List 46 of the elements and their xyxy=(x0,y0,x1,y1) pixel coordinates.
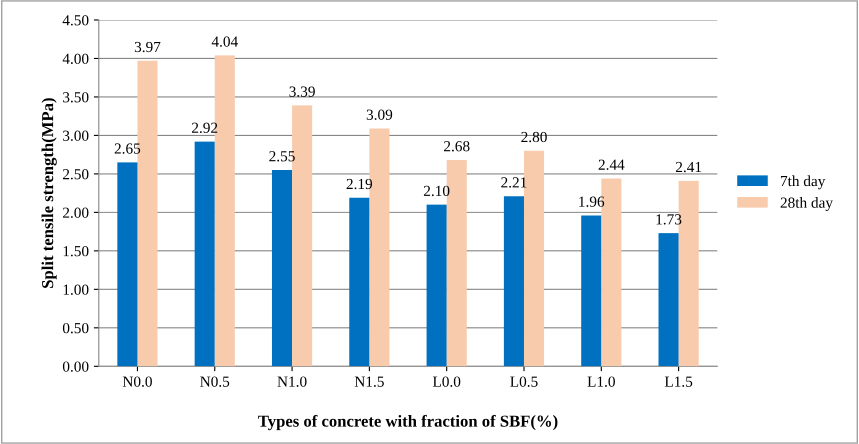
data-label: 2.41 xyxy=(676,162,702,172)
x-tick-label: N0.5 xyxy=(200,376,230,387)
y-tick-label: 0.00 xyxy=(62,361,88,372)
y-tick-label: 4.50 xyxy=(62,15,88,26)
y-tick-label: 2.50 xyxy=(62,169,88,180)
data-label: 2.68 xyxy=(444,141,470,152)
data-label: 2.44 xyxy=(598,160,624,170)
bar xyxy=(272,170,292,366)
x-tick-label: L1.0 xyxy=(588,376,615,387)
data-label: 1.73 xyxy=(656,214,682,225)
data-label: 3.09 xyxy=(366,110,392,120)
legend-label: 7th day xyxy=(780,175,826,190)
bar xyxy=(504,196,524,366)
y-tick-label: 1.50 xyxy=(64,246,88,256)
x-tick-label: L1.5 xyxy=(664,376,692,387)
y-tick-label: 3.00 xyxy=(63,130,88,141)
y-tick-label: 0.50 xyxy=(62,322,88,334)
data-label: 2.92 xyxy=(192,122,218,133)
data-label: 3.97 xyxy=(134,42,160,52)
data-label: 1.96 xyxy=(579,196,604,207)
data-label: 2.65 xyxy=(114,143,140,154)
data-label: 2.19 xyxy=(346,178,372,190)
data-label: 2.55 xyxy=(269,151,295,162)
bar xyxy=(194,142,215,366)
legend-label: 28th day xyxy=(780,197,833,211)
data-label: 2.21 xyxy=(501,177,526,188)
bar xyxy=(117,162,138,366)
x-tick-label: N0.0 xyxy=(122,376,152,387)
x-tick-label: N1.0 xyxy=(277,376,307,387)
bar xyxy=(658,233,679,366)
y-tick-label: 3.50 xyxy=(63,92,88,102)
x-axis-title: Types of concrete with fraction of SBF(%) xyxy=(258,414,558,430)
data-label: 4.04 xyxy=(212,36,238,47)
bar xyxy=(581,215,602,366)
y-tick-label: 4.00 xyxy=(62,54,88,64)
data-label: 2.10 xyxy=(424,186,450,196)
data-label: 3.39 xyxy=(289,86,315,97)
bar xyxy=(426,204,447,366)
x-tick-label: L0.0 xyxy=(432,376,460,387)
y-tick-label: 1.00 xyxy=(64,284,88,295)
bar xyxy=(349,198,370,366)
y-tick-label: 2.00 xyxy=(62,208,88,218)
x-tick-label: N1.5 xyxy=(354,376,384,387)
x-tick-label: L0.5 xyxy=(510,376,538,387)
data-label: 2.80 xyxy=(521,132,547,142)
y-axis-title: Split tensile strength(MPa) xyxy=(42,98,57,288)
